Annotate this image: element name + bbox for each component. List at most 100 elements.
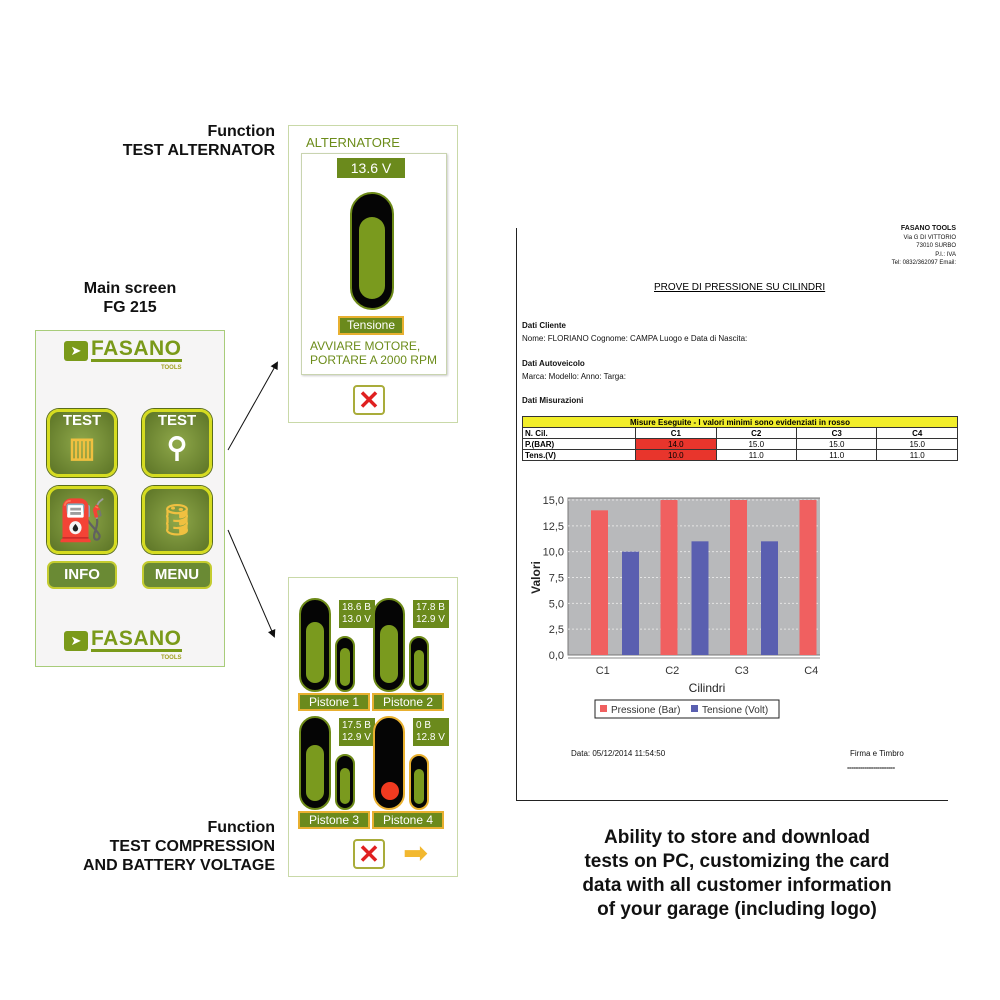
client-heading: Dati Cliente bbox=[522, 321, 567, 330]
header-cell: C4 bbox=[876, 427, 958, 439]
client-info: Nome: FLORIANO Cognome: CAMPA Luogo e Da… bbox=[522, 334, 748, 343]
piston-label: Pistone 3 bbox=[298, 811, 370, 829]
bar-pressione bbox=[730, 500, 747, 655]
info-button[interactable]: INFO bbox=[47, 561, 117, 589]
signature-line: ---------------------- bbox=[847, 763, 895, 772]
description-line: Ability to store and download bbox=[604, 827, 870, 848]
x-tick-label: C4 bbox=[804, 665, 818, 677]
arrow-to-alternator bbox=[227, 361, 278, 451]
table-cell: 11.0 bbox=[876, 449, 958, 461]
compression-screen: ✕ ➡ 18.6 B 13.0 V Pistone 1 17.8 B 12.9 V … bbox=[288, 577, 458, 877]
address-line: 73010 SURBO bbox=[916, 243, 956, 249]
tile-label: TEST bbox=[157, 412, 197, 429]
zero-pressure-indicator bbox=[381, 782, 399, 800]
legend-label: Pressione (Bar) bbox=[611, 705, 680, 716]
bar-pressione bbox=[660, 500, 678, 655]
pressure-gauge bbox=[299, 716, 331, 810]
caption-line: TEST COMPRESSION bbox=[109, 838, 275, 855]
gauge-fill bbox=[306, 621, 324, 683]
company-name: FASANO TOOLS bbox=[900, 225, 956, 232]
x-tick-label: C1 bbox=[596, 665, 610, 677]
caption-line: FG 215 bbox=[103, 299, 157, 316]
fuel-pump-icon: ⛽ bbox=[57, 499, 107, 543]
test-alternator-button[interactable]: TEST ▥ bbox=[47, 409, 117, 477]
gauge-fill bbox=[380, 625, 398, 683]
table-row: P.(BAR) 14.0 15.0 15.0 15.0 bbox=[521, 438, 958, 450]
piston-label: Pistone 1 bbox=[298, 693, 370, 711]
voltage-gauge bbox=[409, 754, 429, 810]
message-line: PORTARE A 2000 RPM bbox=[310, 353, 437, 367]
header-cell: N. Cil. bbox=[521, 427, 637, 439]
address-line: Via G DI VITTORIO bbox=[903, 234, 956, 241]
gauge-fill bbox=[339, 648, 351, 686]
pressure-value: 0 B bbox=[416, 720, 432, 731]
y-axis-label: Valori bbox=[529, 561, 543, 594]
vehicle-info: Marca: Modello: Anno: Targa: bbox=[522, 372, 626, 381]
table-cell: 15.0 bbox=[795, 438, 878, 450]
y-tick-label: 2,5 bbox=[549, 624, 564, 636]
voltage-value: 12.9 V bbox=[342, 732, 371, 743]
x-tick-label: C3 bbox=[735, 665, 749, 677]
logo-text: FASANO bbox=[91, 627, 182, 652]
oil-button[interactable]: 🛢 bbox=[142, 486, 212, 554]
voltage-gauge bbox=[335, 754, 355, 810]
y-tick-label: 5,0 bbox=[549, 598, 564, 610]
legend bbox=[594, 699, 780, 719]
close-button[interactable]: ✕ bbox=[353, 385, 385, 415]
test-compression-button[interactable]: TEST ⚲ bbox=[142, 409, 212, 477]
caption-line: Function bbox=[207, 819, 275, 836]
piston-label: Pistone 2 bbox=[372, 693, 444, 711]
piston-readout: 17.5 B 12.9 V bbox=[339, 718, 375, 746]
next-arrow-icon[interactable]: ➡ bbox=[403, 837, 429, 870]
bar-pressione bbox=[799, 500, 817, 655]
signature-label: Firma e Timbro bbox=[850, 749, 904, 758]
tile-label: TEST bbox=[62, 412, 102, 429]
piston-readout: 18.6 B 13.0 V bbox=[339, 600, 375, 628]
arrow-to-compression bbox=[227, 529, 276, 638]
address-line: P.I.: IVA bbox=[935, 251, 956, 258]
row-label: Tens.(V) bbox=[521, 449, 637, 461]
pressure-value: 18.6 B bbox=[342, 602, 371, 613]
alternator-frame: 13.6 V Tensione AVVIARE MOTORE, PORTARE A… bbox=[301, 153, 447, 375]
y-tick-label: 15,0 bbox=[543, 495, 564, 507]
gauge-fill bbox=[339, 768, 351, 804]
message-line: AVVIARE MOTORE, bbox=[310, 339, 421, 353]
header-cell: C1 bbox=[635, 427, 717, 439]
description-line: data with all customer information bbox=[582, 875, 892, 896]
x-tick-label: C2 bbox=[665, 665, 679, 677]
bar-tensione bbox=[691, 541, 709, 655]
caption-line: Function bbox=[207, 123, 275, 140]
row-label: P.(BAR) bbox=[521, 438, 637, 450]
voltage-gauge bbox=[409, 636, 429, 692]
menu-button[interactable]: MENU bbox=[142, 561, 212, 589]
gauge-fill bbox=[413, 769, 425, 804]
main-caption: Main screen FG 215 bbox=[40, 279, 220, 317]
table-cell: 11.0 bbox=[795, 449, 878, 461]
table-title: Misure Eseguite - I valori minimi sono e… bbox=[522, 416, 958, 428]
close-button[interactable]: ✕ bbox=[353, 839, 385, 869]
compression-caption: Function TEST COMPRESSION AND BATTERY VOLT… bbox=[20, 818, 275, 875]
pressure-gauge bbox=[299, 598, 331, 692]
piston-readout: 17.8 B 12.9 V bbox=[413, 600, 449, 628]
bar-chart: 0,0 2,5 5,0 7,5 10,0 12,5 15,0 C1 C2 C3 C4 Cilindri… bbox=[529, 495, 820, 719]
pressure-gauge bbox=[373, 598, 405, 692]
oil-can-icon: 🛢 bbox=[157, 504, 197, 537]
voltage-value: 13.0 V bbox=[342, 614, 371, 625]
piston-readout: 0 B 12.8 V bbox=[413, 718, 449, 746]
fuel-button[interactable]: ⛽ bbox=[47, 486, 117, 554]
legend-swatch bbox=[691, 705, 698, 712]
main-screen: ➤ FASANO TOOLS TEST ▥ TEST ⚲ ⛽ 🛢 INFO MENU ➤… bbox=[35, 330, 225, 667]
logo-subtext: TOOLS bbox=[160, 365, 182, 371]
voltage-gauge bbox=[350, 192, 394, 310]
measurements-heading: Dati Misurazioni bbox=[522, 396, 584, 405]
description-line: tests on PC, customizing the card bbox=[584, 851, 890, 872]
y-tick-label: 12,5 bbox=[543, 521, 564, 533]
pressure-gauge bbox=[373, 716, 405, 810]
description-line: of your garage (including logo) bbox=[597, 899, 877, 920]
table-row: Tens.(V) 10.0 11.0 11.0 11.0 bbox=[521, 449, 958, 461]
alternator-icon: ▥ bbox=[68, 432, 96, 463]
table-cell: 15.0 bbox=[715, 438, 798, 450]
caption-line: TEST ALTERNATOR bbox=[122, 142, 275, 159]
gauge-fill bbox=[306, 744, 324, 801]
